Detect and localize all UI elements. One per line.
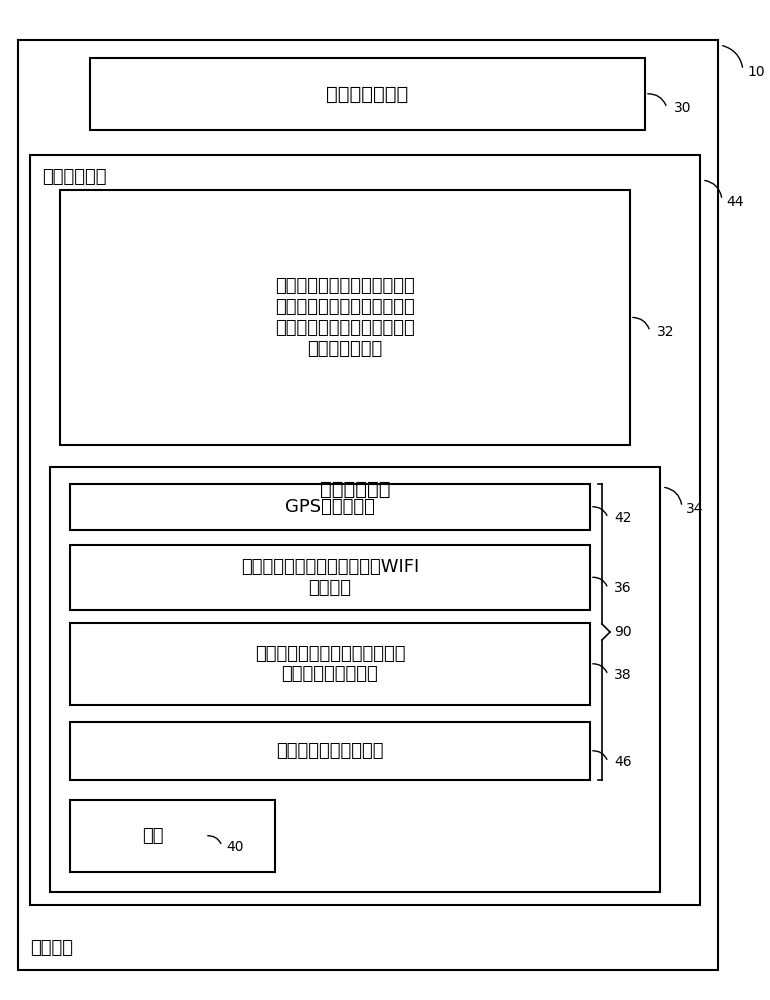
Bar — [50, 467, 660, 892]
Bar — [70, 545, 590, 610]
Bar — [30, 155, 700, 905]
Text: 输入输出设备（例如，接近传
感器、麦克风、加速度计、其
他传感器、扬声器、按钮、触
摸屏显示器等）: 输入输出设备（例如，接近传 感器、麦克风、加速度计、其 他传感器、扬声器、按钮、… — [275, 277, 415, 358]
Text: 40: 40 — [226, 840, 243, 854]
Bar — [70, 800, 275, 872]
Text: 10: 10 — [747, 65, 765, 79]
Text: 38: 38 — [614, 668, 631, 682]
Text: 存储和处理电路: 存储和处理电路 — [326, 85, 409, 104]
Bar — [70, 484, 590, 530]
Text: 46: 46 — [614, 755, 631, 769]
Bar — [60, 190, 630, 445]
Text: 天线: 天线 — [142, 827, 163, 845]
Bar — [70, 623, 590, 705]
Text: 远程无线收发器电路（例如，蜂
窝电话收发器电路）: 远程无线收发器电路（例如，蜂 窝电话收发器电路） — [255, 645, 405, 683]
Text: 本地无线收发器电路（例如，WIFI
和蓝牙）: 本地无线收发器电路（例如，WIFI 和蓝牙） — [241, 558, 419, 597]
Text: 36: 36 — [614, 582, 631, 595]
Text: 极高频无线收发器电路: 极高频无线收发器电路 — [276, 742, 383, 760]
Text: 无线通信电路: 无线通信电路 — [320, 480, 390, 498]
Bar — [90, 58, 645, 130]
Text: 44: 44 — [726, 195, 744, 209]
Text: 42: 42 — [614, 511, 631, 525]
Text: 电子设备: 电子设备 — [30, 939, 73, 957]
Text: 34: 34 — [686, 502, 704, 516]
Text: 输入输出电路: 输入输出电路 — [42, 168, 106, 186]
Text: GPS接收器电路: GPS接收器电路 — [285, 498, 375, 516]
Bar — [70, 722, 590, 780]
Text: 32: 32 — [657, 324, 675, 338]
Text: 90: 90 — [614, 625, 631, 639]
Text: 30: 30 — [674, 101, 691, 115]
